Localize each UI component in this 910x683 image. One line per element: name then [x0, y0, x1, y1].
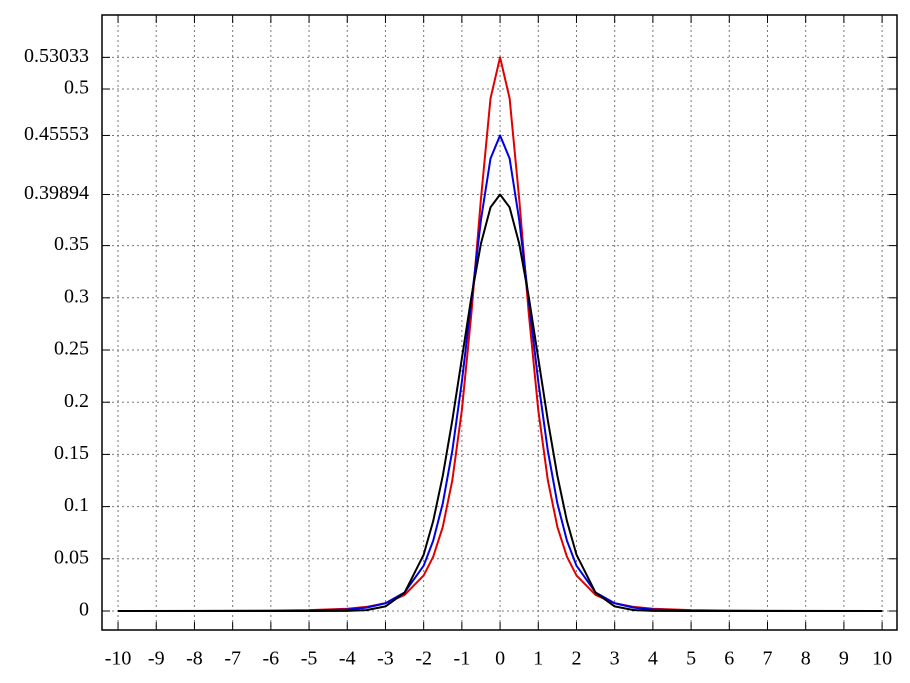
- y-tick-label: 0.2: [64, 390, 89, 412]
- y-tick-label: 0.39894: [24, 182, 89, 204]
- y-tick-label: 0.5: [64, 77, 89, 99]
- y-tick-label: 0.25: [54, 338, 89, 360]
- x-tick-label: -7: [224, 648, 241, 670]
- series-line: [118, 134, 883, 612]
- x-tick-label: -5: [301, 648, 318, 670]
- x-tick-label: 0: [495, 648, 505, 670]
- x-tick-label: 3: [610, 648, 620, 670]
- x-tick-label: 1: [533, 648, 543, 670]
- x-tick-label: 5: [686, 648, 696, 670]
- x-tick-label: -10: [105, 648, 132, 670]
- y-tick-label: 0.3: [64, 285, 89, 307]
- y-tick-label: 0.05: [54, 546, 89, 568]
- x-tick-label: -6: [263, 648, 280, 670]
- y-tick-label: 0.53033: [24, 45, 89, 67]
- plot-frame: [101, 14, 898, 631]
- x-tick-label: -1: [454, 648, 471, 670]
- x-tick-label: 9: [839, 648, 849, 670]
- x-tick-label: 7: [762, 648, 772, 670]
- x-tick-label: 6: [724, 648, 734, 670]
- x-tick-label: -4: [339, 648, 356, 670]
- y-tick-label: 0.35: [54, 233, 89, 255]
- y-tick-label: 0.45553: [24, 123, 89, 145]
- y-tick-label: 0.15: [54, 442, 89, 464]
- series-line: [118, 193, 883, 612]
- y-tick-label: 0.1: [64, 494, 89, 516]
- x-tick-label: -2: [415, 648, 432, 670]
- x-tick-label: -8: [186, 648, 203, 670]
- x-tick-label: 2: [571, 648, 581, 670]
- x-tick-label: 8: [801, 648, 811, 670]
- y-tick-label: 0: [79, 599, 89, 621]
- x-tick-label: -3: [377, 648, 394, 670]
- x-tick-label: 4: [648, 648, 658, 670]
- x-tick-label: -9: [148, 648, 165, 670]
- x-tick-label: 10: [872, 648, 892, 670]
